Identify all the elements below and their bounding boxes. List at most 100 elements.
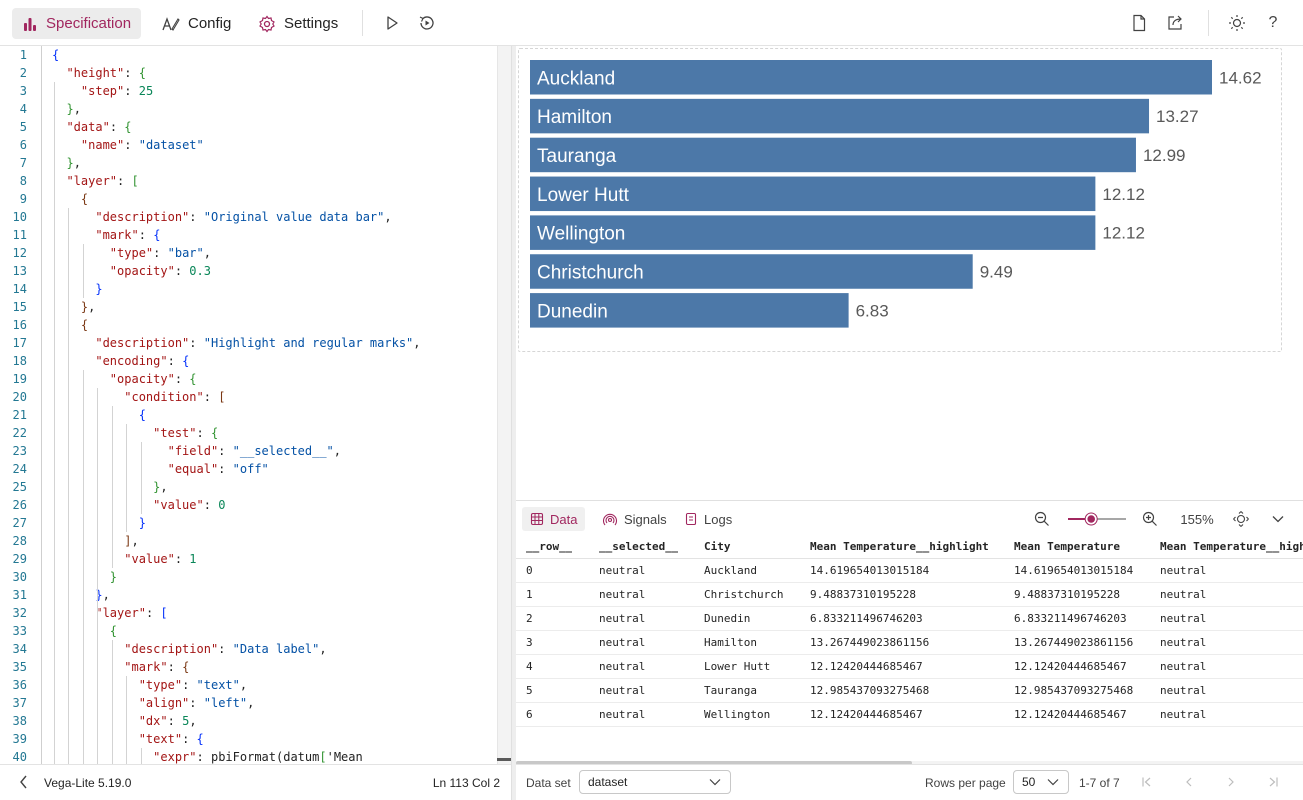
table-cell: 14.619654013015184: [810, 564, 930, 577]
column-header[interactable]: __selected__: [599, 540, 679, 553]
bar-value-label: 9.49: [980, 263, 1013, 282]
indent-guide: [97, 622, 99, 764]
spec-editor[interactable]: 1{2 "height": {3 "step": 25 4 }, 5 "data":…: [0, 46, 511, 764]
last-page-button[interactable]: [1264, 773, 1282, 791]
line-number: 4: [19, 102, 27, 116]
table-cell: neutral: [599, 612, 646, 625]
editor-line: 35 "mark": {: [0, 658, 497, 676]
bar-christchurch[interactable]: [530, 254, 973, 289]
column-header[interactable]: __row__: [526, 540, 573, 553]
editor-line: 12 "type": "bar",: [0, 244, 497, 262]
bar-category-label: Christchurch: [537, 263, 644, 284]
bar-lower-hutt[interactable]: [530, 176, 1096, 212]
line-number: 3: [19, 84, 27, 98]
editor-line: 15 },: [0, 298, 497, 316]
editor-scroll-thumb[interactable]: [497, 758, 511, 761]
table-cell: 13.267449023861156: [810, 636, 930, 649]
line-number: 36: [12, 678, 27, 692]
editor-line: 16 {: [0, 316, 497, 334]
zoom-out-button[interactable]: [1032, 507, 1052, 531]
code-text: },: [66, 156, 81, 170]
table-cell: Lower Hutt: [704, 660, 771, 673]
line-number: 22: [12, 426, 27, 440]
column-header[interactable]: City: [704, 540, 731, 553]
bar-category-label: Auckland: [537, 68, 615, 89]
table-cell: neutral: [599, 660, 646, 673]
rows-per-page-select[interactable]: 50: [1013, 770, 1069, 794]
column-header[interactable]: Mean Temperature__highlight_status: [1160, 540, 1303, 553]
collapse-editor-button[interactable]: [18, 774, 30, 793]
fit-view-button[interactable]: [1230, 507, 1252, 531]
share-button[interactable]: [1164, 12, 1186, 34]
code-text: "equal": "off": [167, 462, 269, 476]
editor-scrollbar[interactable]: [497, 46, 511, 764]
tab-specification[interactable]: Specification: [12, 8, 142, 39]
chevron-down-icon: [709, 779, 721, 786]
indent-guide: [54, 82, 55, 172]
play-button[interactable]: [381, 12, 403, 34]
table-cell: 5: [526, 684, 533, 697]
zoom-in-button[interactable]: [1140, 507, 1160, 531]
column-header[interactable]: Mean Temperature__highlight: [810, 540, 989, 553]
indent-guide: [140, 442, 142, 514]
table-cell: neutral: [1160, 612, 1207, 625]
line-number: 12: [12, 246, 27, 260]
tab-signals[interactable]: Signals: [594, 507, 675, 531]
code-text: "step": 25: [80, 84, 154, 98]
table-cell: Tauranga: [704, 684, 757, 697]
line-number: 20: [12, 390, 27, 404]
spec-version: Vega-Lite 5.19.0: [44, 775, 132, 790]
zoom-slider-thumb-dot: [1087, 515, 1095, 523]
table-cell: Dunedin: [704, 612, 751, 625]
indent-guide: [68, 208, 70, 764]
table-row: 6 neutral Wellington 12.12420444685467 12.12…: [516, 703, 1303, 727]
prev-page-button[interactable]: [1180, 773, 1198, 791]
table-cell: 12.985437093275468: [810, 684, 930, 697]
editor-line: 38 "dx": 5,: [0, 712, 497, 730]
table-cell: neutral: [599, 564, 646, 577]
column-header[interactable]: Mean Temperature: [1014, 540, 1120, 553]
line-number: 38: [12, 714, 27, 728]
bar-wellington[interactable]: [530, 215, 1096, 250]
table-horizontal-scrollbar[interactable]: [516, 761, 1303, 765]
cursor-position: Ln 113 Col 2: [432, 775, 500, 790]
tab-logs[interactable]: Logs: [676, 507, 740, 531]
tab-config[interactable]: Config: [152, 8, 241, 39]
new-file-icon: [1133, 14, 1146, 32]
bar-category-label: Dunedin: [537, 301, 608, 322]
next-page-button[interactable]: [1222, 773, 1240, 791]
bar-dunedin[interactable]: [530, 293, 849, 328]
table-row: 3 neutral Hamilton 13.267449023861156 13.267…: [516, 631, 1303, 655]
help-button[interactable]: ?: [1262, 12, 1284, 34]
zoom-slider[interactable]: [1066, 507, 1128, 531]
bar-auckland[interactable]: [530, 60, 1212, 95]
tab-specification-label: Specification: [46, 15, 132, 32]
chevron-down-icon: [1272, 516, 1284, 523]
auto-run-button[interactable]: [416, 12, 438, 34]
tab-settings[interactable]: Settings: [248, 8, 348, 39]
tab-data[interactable]: Data: [522, 507, 586, 531]
bar-tauranga[interactable]: [530, 137, 1136, 173]
bar-hamilton[interactable]: [530, 98, 1150, 134]
code-text: "layer": [: [66, 174, 139, 188]
line-number: 11: [12, 228, 27, 242]
code-text: "mark": {: [124, 660, 190, 674]
theme-button[interactable]: [1226, 12, 1248, 34]
dataset-select[interactable]: dataset: [579, 770, 731, 794]
code-text: "type": "bar",: [109, 246, 211, 260]
chevron-left-icon: [20, 775, 27, 789]
pane-splitter[interactable]: [511, 46, 516, 800]
table-scroll-thumb[interactable]: [516, 761, 912, 765]
editor-line: 32 "layer": [: [0, 604, 497, 622]
new-file-button[interactable]: [1128, 12, 1150, 34]
toolbar-divider: [362, 10, 363, 36]
collapse-panel-button[interactable]: [1268, 507, 1288, 531]
dataset-label: Data set: [526, 775, 571, 790]
table-icon: [530, 512, 544, 526]
line-number: 9: [19, 192, 27, 206]
chevron-down-icon: [1047, 779, 1059, 786]
line-number: 31: [12, 588, 27, 602]
code-text: {: [138, 408, 146, 422]
line-number: 37: [12, 696, 27, 710]
first-page-button[interactable]: [1138, 773, 1156, 791]
